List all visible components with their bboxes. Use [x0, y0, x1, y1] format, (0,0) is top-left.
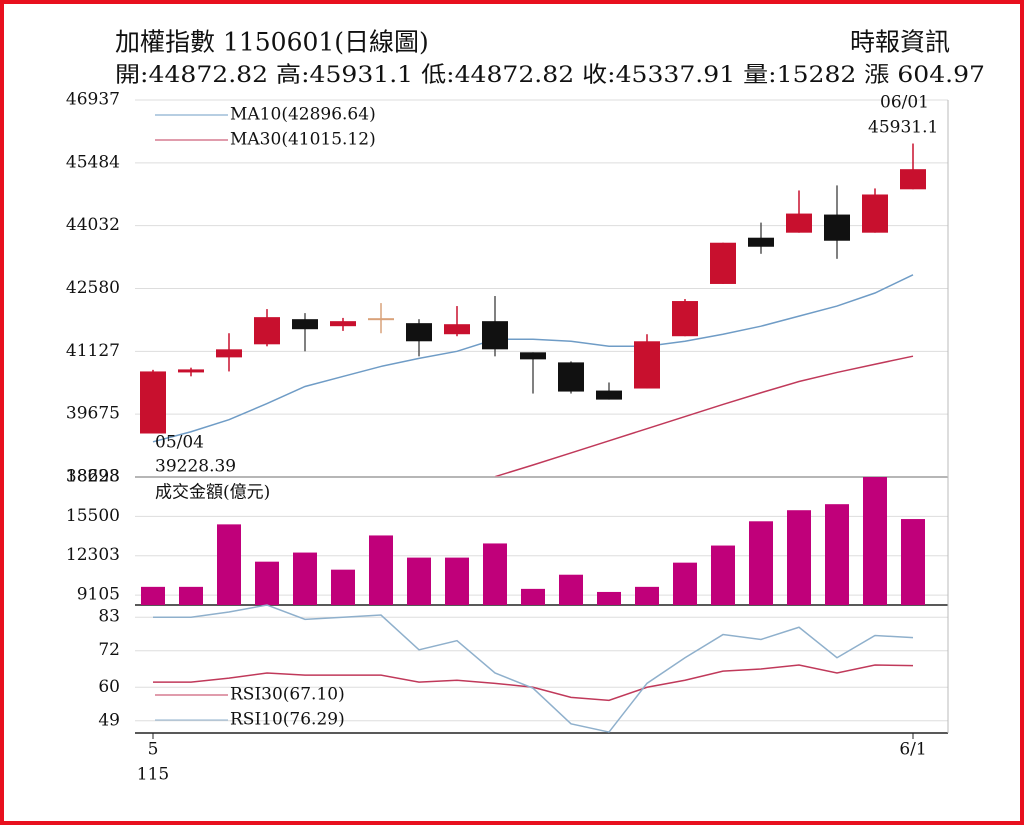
volume-bar	[293, 552, 317, 605]
volume-bar	[711, 545, 735, 605]
annotation: 06/01	[880, 93, 929, 113]
candle-body	[368, 318, 394, 321]
y-tick-label: 45484	[66, 152, 120, 172]
candle-body	[406, 323, 432, 342]
volume-bar	[521, 588, 545, 605]
volume-bar	[483, 543, 507, 605]
volume-bar	[787, 510, 811, 605]
candle-body	[520, 352, 546, 360]
volume-bar	[217, 524, 241, 605]
volume-bar	[749, 521, 773, 605]
candle-body	[444, 324, 470, 335]
y-tick-label: 49	[98, 710, 120, 730]
stats: 開:44872.82 高:45931.1 低:44872.82 收:45337.…	[115, 63, 985, 88]
annotation: 39228.39	[155, 457, 236, 477]
annotation: 05/04	[155, 433, 204, 453]
volume-bar	[255, 561, 279, 605]
volume-bar	[901, 519, 925, 605]
volume-bar	[673, 562, 697, 605]
candle-body	[862, 194, 888, 233]
y-tick-label: 42580	[66, 278, 120, 298]
volume-bar	[369, 535, 393, 605]
ma-line	[152, 274, 914, 443]
y-tick-label: 41127	[66, 341, 120, 361]
volume-bar	[825, 504, 849, 605]
x-year-label: 115	[137, 765, 169, 785]
rsi-line	[153, 604, 914, 733]
candle-body	[710, 242, 736, 284]
rsi-line	[153, 664, 914, 702]
x-tick-label: 6/1	[899, 740, 926, 760]
candle-body	[254, 317, 280, 345]
candle-body	[482, 321, 508, 350]
candle-body	[178, 369, 204, 373]
y-tick-label: 60	[98, 677, 120, 697]
y-tick-label: 15500	[66, 506, 120, 526]
x-tick-label: 5	[148, 740, 159, 760]
y-tick-label: 46937	[66, 90, 120, 110]
y-tick-label: 44032	[66, 215, 120, 235]
volume-label: 成交金額(億元)	[155, 483, 270, 503]
legend-label: MA10(42896.64)	[230, 105, 376, 125]
candle-body	[748, 237, 774, 247]
volume-bar	[179, 586, 203, 605]
volume-bar	[863, 477, 887, 605]
candle-body	[900, 169, 926, 190]
candle-body	[330, 321, 356, 327]
y-tick-label: 38223	[66, 467, 120, 487]
annotation: 45931.1	[868, 118, 938, 138]
candle-body	[596, 390, 622, 400]
candle-body	[140, 371, 166, 434]
candle-body	[786, 213, 812, 233]
y-tick-label: 12303	[66, 545, 120, 565]
candle-body	[634, 341, 660, 389]
y-tick-label: 83	[98, 607, 120, 627]
chart: 加權指數 1150601(日線圖) 時報資訊 開:44872.82 高:4593…	[66, 28, 985, 785]
legend-label: MA30(41015.12)	[230, 130, 376, 150]
y-tick-label: 9105	[77, 585, 120, 605]
y-tick-label: 39675	[66, 404, 120, 424]
volume-bar	[445, 557, 469, 605]
candle-body	[672, 301, 698, 337]
y-tick-label: 18698	[66, 467, 120, 487]
volume-bar	[597, 591, 621, 605]
candle-body	[216, 349, 242, 358]
volume-bar	[141, 586, 165, 605]
volume-bar	[635, 586, 659, 605]
y-tick-label: 72	[98, 640, 120, 660]
candle-body	[292, 319, 318, 330]
legend-label: RSI30(67.10)	[230, 685, 345, 705]
volume-bar	[559, 574, 583, 605]
title: 加權指數 1150601(日線圖)	[115, 28, 429, 57]
ma-line	[494, 355, 914, 478]
source: 時報資訊	[850, 28, 950, 57]
legend-label: RSI10(76.29)	[230, 710, 345, 730]
candle-body	[558, 362, 584, 392]
candle-body	[824, 214, 850, 241]
volume-bar	[331, 569, 355, 605]
volume-bar	[407, 557, 431, 605]
